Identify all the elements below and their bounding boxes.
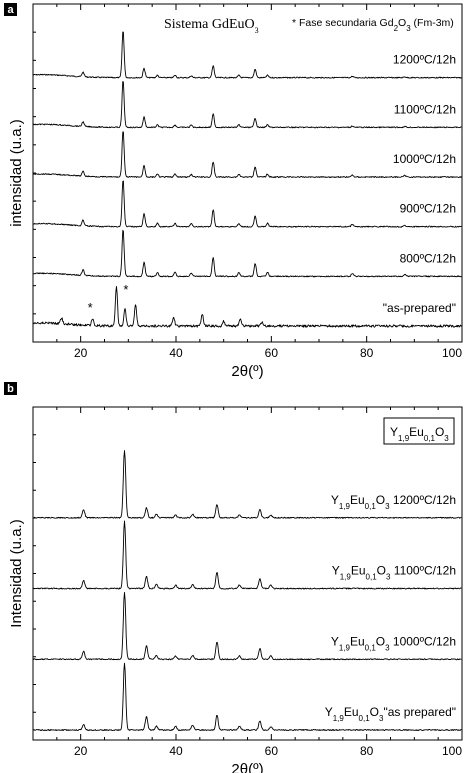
series-trace xyxy=(32,662,462,731)
panel-tag-box xyxy=(4,382,17,395)
chart-title: Sistema GdEuO3 xyxy=(164,17,259,35)
series-trace xyxy=(32,520,462,590)
panel-tag-box xyxy=(4,3,17,16)
series-trace xyxy=(32,131,462,178)
series-label: Y1,9Eu0,1O3 1000ºC/12h xyxy=(331,634,456,652)
panel-tag: b xyxy=(7,383,14,395)
series-trace xyxy=(32,31,462,79)
series-label: 1100ºC/12h xyxy=(394,102,456,116)
panel-tag: a xyxy=(7,4,14,16)
series-label: Y1,9Eu0,1O3 1100ºC/12h xyxy=(332,564,456,582)
series-label: Y1,9Eu0,1O3 1200ºC/12h xyxy=(331,493,456,511)
panel-b-chart: b 20 40 60 80 100 2θ(º) Intensidad (u.a.) Y1,9Eu… xyxy=(4,382,463,773)
y-axis-title: intensidad (u.a.) xyxy=(8,119,25,227)
x-tick-label: 80 xyxy=(360,346,374,360)
series-label: Y1,9Eu0,1O3"as prepared" xyxy=(325,705,456,723)
secondary-phase-marker: * xyxy=(88,300,93,315)
x-tick-label: 80 xyxy=(360,744,374,758)
x-tick-label: 40 xyxy=(169,744,183,758)
x-tick-label: 20 xyxy=(74,744,88,758)
x-tick-label: 60 xyxy=(265,744,279,758)
x-tick-label: 100 xyxy=(442,346,462,360)
series-label: 900ºC/12h xyxy=(400,202,456,216)
panel-a-chart: a 20 40 60 80 100 2θ(º) intensidad (u.a.) 1200ºC… xyxy=(4,3,463,380)
legend-box xyxy=(383,417,455,445)
x-tick-label: 40 xyxy=(169,346,183,360)
series-trace xyxy=(32,180,462,228)
secondary-phase-note: * Fase secundaria Gd2O3 (Fm-3m) xyxy=(292,17,454,33)
x-tick-label: 100 xyxy=(442,744,462,758)
x-axis-title: 2θ(º) xyxy=(231,761,263,773)
x-tick-label: 20 xyxy=(74,346,88,360)
x-axis-title: 2θ(º) xyxy=(231,363,263,380)
series-trace xyxy=(32,80,462,129)
y-axis-title: Intensidad (u.a.) xyxy=(8,519,25,627)
x-tick-label: 60 xyxy=(265,346,279,360)
series-label: 1000ºC/12h xyxy=(393,152,456,166)
series-trace xyxy=(32,286,462,328)
series-label: 800ºC/12h xyxy=(400,251,456,265)
series-trace xyxy=(32,229,462,278)
secondary-phase-marker: * xyxy=(123,282,128,297)
series-trace xyxy=(32,450,462,519)
legend-label: Y1,9Eu0,1O3 xyxy=(390,425,449,443)
series-label: 1200ºC/12h xyxy=(393,53,456,67)
series-label: "as-prepared" xyxy=(383,301,456,315)
series-trace xyxy=(33,591,462,661)
